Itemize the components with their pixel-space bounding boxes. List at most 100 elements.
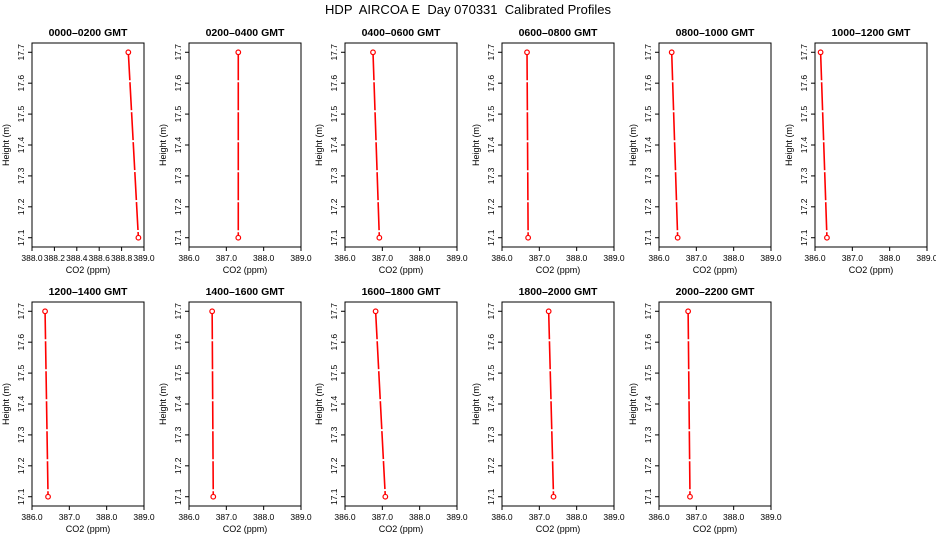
y-tick-label: 17.2 [16, 457, 26, 474]
panel-title: 0600–0800 GMT [519, 27, 598, 39]
panel-title: 0200–0400 GMT [206, 27, 285, 39]
profile-point [382, 493, 389, 500]
x-axis-label: CO2 (ppm) [536, 524, 581, 534]
x-tick-label: 388.0 [409, 512, 431, 522]
plot-frame [188, 301, 302, 507]
y-tick-label: 17.7 [799, 44, 809, 61]
plot-frame [658, 301, 772, 507]
x-tick-label: 389.0 [133, 253, 155, 263]
y-tick-label: 17.6 [329, 334, 339, 351]
x-tick-label: 387.0 [216, 512, 238, 522]
chart-panel: 0000–0200 GMT 388.0 388.2 388.4 388.6 388.8 38… [1, 27, 155, 275]
page-title: HDP AIRCOA E Day 070331 Calibrated Profi… [325, 2, 611, 17]
y-tick-label: 17.5 [329, 106, 339, 123]
y-tick-label: 17.2 [16, 198, 26, 215]
y-tick-label: 17.7 [329, 44, 339, 61]
y-tick-label: 17.1 [173, 229, 183, 246]
x-tick-label: 386.0 [334, 512, 356, 522]
profile-point [370, 49, 376, 56]
chart-panel: 0600–0800 GMT 386.0 387.0 388.0 389.0 17.1 17.… [471, 27, 625, 275]
y-tick-label: 17.6 [486, 75, 496, 92]
x-tick-label: 386.0 [21, 512, 43, 522]
y-tick-label: 17.5 [643, 365, 653, 382]
profile-point [376, 234, 383, 241]
profile-line [819, 52, 828, 238]
x-tick-label: 388.0 [253, 253, 275, 263]
plot-frame [501, 42, 615, 248]
x-tick-label: 388.0 [21, 253, 43, 263]
y-axis-label: Height (m) [628, 124, 638, 166]
y-tick-label: 17.2 [173, 457, 183, 474]
panel-title: 1400–1600 GMT [206, 286, 285, 298]
x-tick-label: 387.0 [842, 253, 864, 263]
y-tick-label: 17.3 [329, 167, 339, 184]
profile-point [524, 49, 530, 56]
y-tick-label: 17.4 [16, 136, 26, 153]
y-tick-label: 17.7 [486, 303, 496, 320]
panel-title: 1000–1200 GMT [832, 27, 911, 39]
x-tick-label: 386.0 [178, 512, 200, 522]
y-tick-label: 17.3 [173, 426, 183, 443]
x-tick-label: 388.0 [723, 253, 745, 263]
profile-point [42, 308, 48, 315]
profile-line [526, 52, 529, 238]
panel-title: 2000–2200 GMT [676, 286, 755, 298]
x-axis-label: CO2 (ppm) [66, 265, 111, 275]
y-tick-label: 17.5 [643, 106, 653, 123]
y-tick-label: 17.2 [329, 457, 339, 474]
y-axis-label: Height (m) [784, 124, 794, 166]
panel-title: 0800–1000 GMT [676, 27, 755, 39]
y-tick-label: 17.5 [16, 106, 26, 123]
x-tick-label: 388.4 [66, 253, 88, 263]
profile-line [127, 52, 140, 238]
chart-panel: 0800–1000 GMT 386.0 387.0 388.0 389.0 17.1 17.… [628, 27, 782, 275]
x-tick-label: 386.0 [334, 253, 356, 263]
y-tick-label: 17.5 [173, 106, 183, 123]
x-tick-label: 388.0 [879, 253, 901, 263]
y-tick-label: 17.3 [643, 426, 653, 443]
profile-point [550, 493, 557, 500]
x-tick-label: 386.0 [491, 253, 513, 263]
profile-line [44, 311, 49, 497]
y-tick-label: 17.6 [173, 334, 183, 351]
x-tick-label: 387.0 [529, 253, 551, 263]
y-tick-label: 17.7 [16, 303, 26, 320]
y-tick-label: 17.1 [329, 229, 339, 246]
plot-frame [814, 42, 928, 248]
x-tick-label: 389.0 [603, 253, 625, 263]
y-tick-label: 17.7 [643, 303, 653, 320]
y-tick-label: 17.6 [16, 75, 26, 92]
y-tick-label: 17.4 [16, 395, 26, 412]
y-axis-label: Height (m) [471, 124, 481, 166]
x-axis-label: CO2 (ppm) [693, 265, 738, 275]
y-tick-label: 17.6 [486, 334, 496, 351]
x-tick-label: 388.2 [44, 253, 66, 263]
y-tick-label: 17.4 [486, 395, 496, 412]
x-tick-label: 389.0 [290, 512, 312, 522]
profile-point [45, 493, 51, 500]
profile-line [211, 311, 215, 497]
y-axis-label: Height (m) [314, 124, 324, 166]
y-tick-label: 17.3 [329, 426, 339, 443]
y-tick-label: 17.3 [486, 167, 496, 184]
y-axis-label: Height (m) [314, 383, 324, 425]
plot-frame [31, 301, 145, 507]
y-tick-label: 17.2 [643, 457, 653, 474]
profile-point [545, 308, 552, 315]
x-tick-label: 389.0 [760, 253, 782, 263]
chart-panel: 0400–0600 GMT 386.0 387.0 388.0 389.0 17.1 17.… [314, 27, 468, 275]
y-tick-label: 17.1 [16, 229, 26, 246]
profile-line [687, 311, 691, 497]
y-tick-label: 17.7 [486, 44, 496, 61]
chart-panel: 2000–2200 GMT 386.0 387.0 388.0 389.0 17.1 17.… [628, 286, 782, 534]
panel-title: 1200–1400 GMT [49, 286, 128, 298]
profile-point [209, 308, 216, 315]
y-tick-label: 17.2 [173, 198, 183, 215]
y-tick-label: 17.2 [643, 198, 653, 215]
profile-point [235, 234, 242, 241]
x-tick-label: 388.8 [111, 253, 133, 263]
y-tick-label: 17.4 [643, 395, 653, 412]
y-axis-label: Height (m) [158, 124, 168, 166]
x-tick-label: 387.0 [529, 512, 551, 522]
